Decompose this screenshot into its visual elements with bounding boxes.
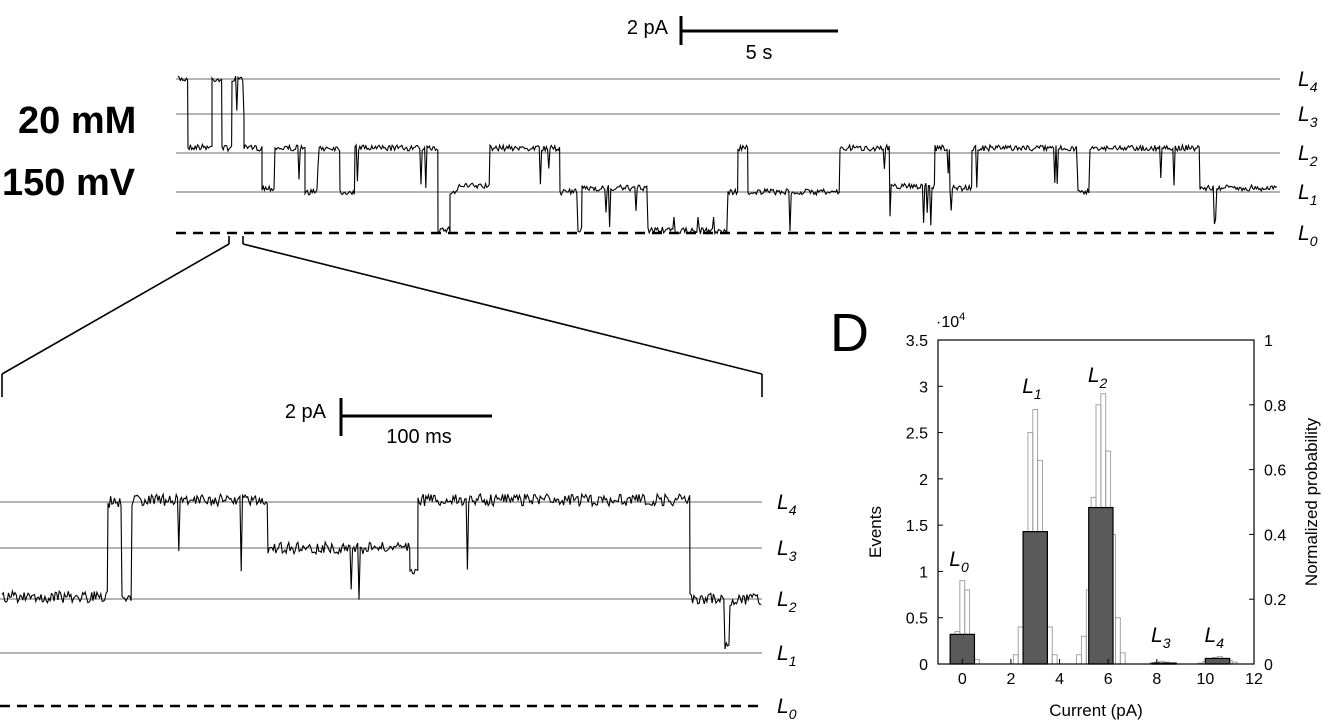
top-level-label-l4: L4 bbox=[1298, 68, 1318, 95]
fine-histogram-bin bbox=[1046, 626, 1053, 665]
top-level-label-l2: L2 bbox=[1298, 142, 1318, 169]
y-tick-label: 3.5 bbox=[906, 333, 928, 350]
fine-histogram-bin bbox=[1017, 626, 1024, 665]
zoom-level-label-l3: L3 bbox=[777, 537, 797, 564]
y-tick-label: 0.5 bbox=[906, 611, 928, 628]
y-tick-label: 1 bbox=[919, 564, 928, 581]
y-axis-right: 0 0.2 0.4 0.6 0.8 1 bbox=[1249, 333, 1286, 674]
zoom-scalebar: 2 pA 100 ms bbox=[285, 398, 492, 448]
zoom-level-label-l1: L1 bbox=[777, 642, 796, 669]
panel-d-letter: D bbox=[830, 303, 869, 363]
peak-label-l0: L0 bbox=[949, 548, 969, 575]
y-tick-label: 0 bbox=[919, 657, 928, 674]
y-right-tick-label: 0.4 bbox=[1264, 527, 1286, 544]
x-tick-label: 12 bbox=[1245, 671, 1263, 688]
concentration-label: 20 mM bbox=[18, 100, 137, 142]
zoom-level-lines bbox=[0, 501, 762, 708]
zoom-level-labels: L4 L3 L2 L1 L0 bbox=[777, 491, 797, 722]
top-scalebar-time: 5 s bbox=[746, 42, 773, 64]
fine-histogram-bin bbox=[1051, 654, 1058, 665]
coarse-histogram-bin bbox=[1204, 657, 1231, 665]
zoom-scalebar-current: 2 pA bbox=[285, 401, 327, 423]
y-right-tick-label: 0.8 bbox=[1264, 398, 1286, 415]
fine-histogram-bin bbox=[1076, 654, 1082, 665]
histogram-chart: 0 2 4 6 8 10 12 0 0.5 1 1.5 2 2.5 3 3.5 0 0.2 0.4 0.6 0.8… bbox=[866, 311, 1321, 720]
zoom-scalebar-time: 100 ms bbox=[386, 426, 452, 448]
y-right-tick-label: 0 bbox=[1264, 657, 1273, 674]
voltage-label: 150 mV bbox=[2, 162, 136, 204]
y-right-tick-label: 1 bbox=[1264, 333, 1273, 350]
x-tick-label: 8 bbox=[1152, 671, 1161, 688]
zoom-level-label-l0: L0 bbox=[777, 695, 797, 722]
zoom-level-label-l4: L4 bbox=[777, 491, 797, 518]
top-scalebar: 2 pA 5 s bbox=[627, 16, 838, 64]
fine-histogram-bin bbox=[1080, 635, 1087, 665]
peak-label-l3: L3 bbox=[1151, 624, 1171, 651]
zoom-level-label-l2: L2 bbox=[777, 588, 797, 615]
x-tick-label: 4 bbox=[1055, 671, 1064, 688]
peak-label-l4: L4 bbox=[1205, 624, 1225, 651]
y-tick-label: 3 bbox=[919, 379, 928, 396]
x-tick-label: 6 bbox=[1104, 671, 1113, 688]
top-level-labels: L4 L3 L2 L1 L0 bbox=[1298, 68, 1318, 249]
y-axis-label: Events bbox=[866, 506, 885, 558]
top-scalebar-current: 2 pA bbox=[627, 17, 669, 39]
top-level-lines bbox=[176, 78, 1280, 235]
coarse-histogram-bin bbox=[1088, 506, 1114, 665]
x-axis: 0 2 4 6 8 10 12 bbox=[958, 659, 1263, 688]
zoom-connector bbox=[1, 236, 763, 397]
top-level-label-l1: L1 bbox=[1298, 181, 1317, 208]
y-tick-label: 2.5 bbox=[906, 426, 928, 443]
fine-histogram-bin bbox=[1012, 654, 1019, 665]
top-level-label-l0: L0 bbox=[1298, 222, 1318, 249]
y-tick-label: 1.5 bbox=[906, 518, 928, 535]
y-right-tick-label: 0.2 bbox=[1264, 592, 1286, 609]
y-multiplier: ·104 bbox=[936, 311, 965, 331]
coarse-histogram bbox=[949, 506, 1231, 665]
x-tick-label: 0 bbox=[958, 671, 967, 688]
peak-label-l2: L2 bbox=[1088, 364, 1108, 391]
x-tick-label: 10 bbox=[1196, 671, 1214, 688]
y-axis-right-label: Normalized probability bbox=[1302, 417, 1321, 586]
fine-histogram-bin bbox=[974, 658, 980, 665]
x-axis-label: Current (pA) bbox=[1049, 701, 1143, 720]
fine-histogram-bin bbox=[1119, 652, 1126, 665]
y-right-tick-label: 0.6 bbox=[1264, 463, 1286, 480]
top-current-trace bbox=[177, 75, 1278, 236]
zoom-trace: 2 pA 100 ms L4 L3 L2 L1 L0 bbox=[0, 398, 797, 722]
y-axis-left: 0 0.5 1 1.5 2 2.5 3 3.5 bbox=[906, 333, 943, 674]
peak-label-l1: L1 bbox=[1022, 375, 1041, 402]
fine-histogram-bin bbox=[1114, 617, 1121, 665]
top-trace: 2 pA 5 s L4 L3 L2 L1 L0 bbox=[176, 16, 1318, 249]
y-tick-label: 2 bbox=[919, 472, 928, 489]
zoom-current-trace bbox=[1, 492, 762, 650]
plot-frame bbox=[937, 339, 1255, 665]
coarse-histogram-bin bbox=[1022, 531, 1048, 665]
x-tick-label: 2 bbox=[1006, 671, 1015, 688]
peak-labels: L0 L1 L2 L3 L4 bbox=[949, 364, 1224, 651]
top-level-label-l3: L3 bbox=[1298, 103, 1318, 130]
